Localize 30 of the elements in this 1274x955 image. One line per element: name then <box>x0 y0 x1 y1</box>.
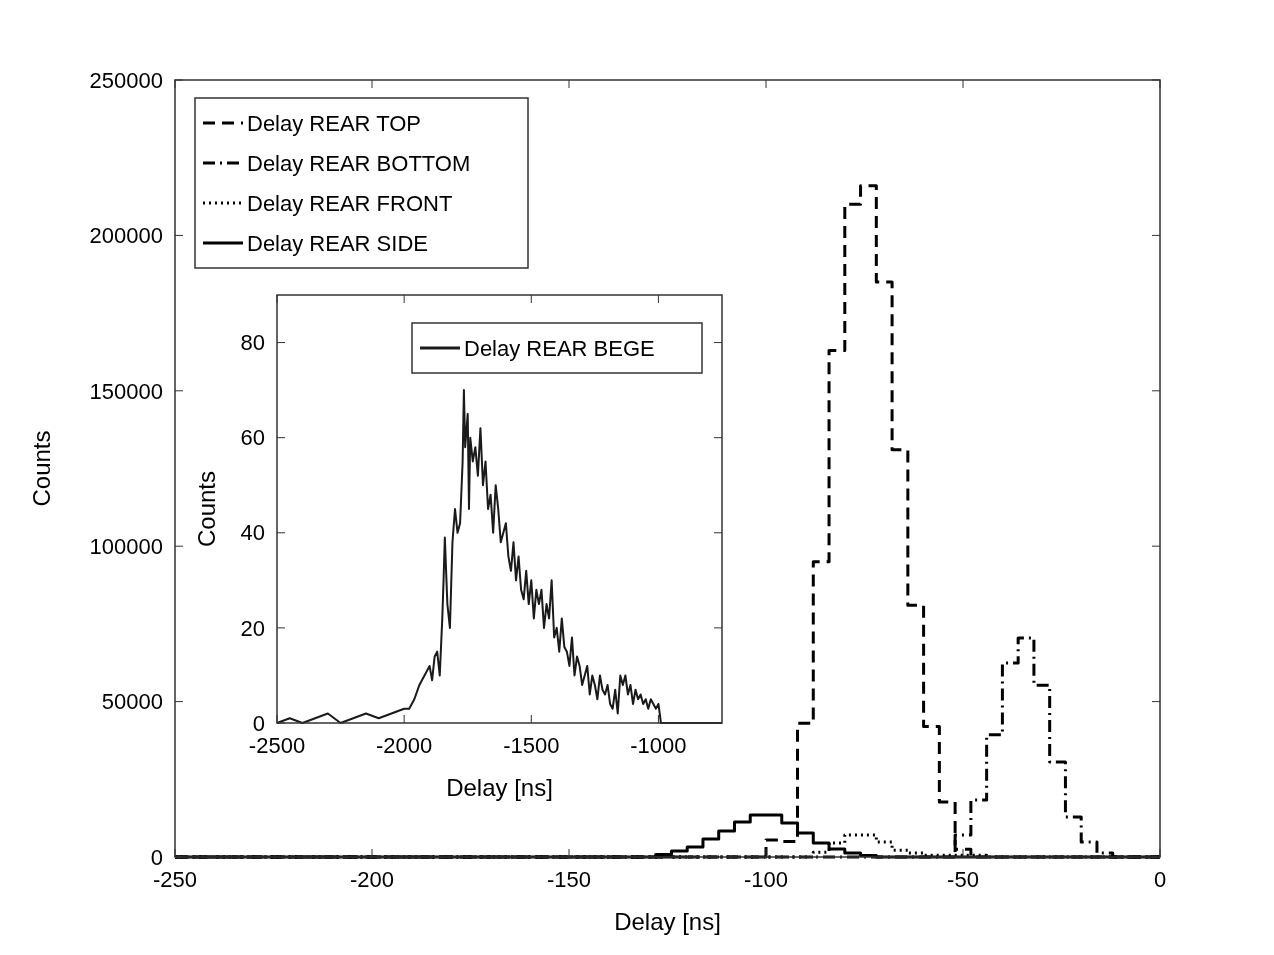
legend-label: Delay REAR BEGE <box>464 335 655 361</box>
x-tick-label: -2500 <box>248 733 306 758</box>
x-tick-label: -1000 <box>630 733 687 758</box>
legend-label: Delay REAR SIDE <box>247 230 428 256</box>
y-tick-label: 250000 <box>89 67 163 93</box>
x-tick-label: -100 <box>743 867 789 892</box>
legend-label: Delay REAR FRONT <box>247 190 453 216</box>
y-tick-label: 100000 <box>89 533 163 559</box>
y-axis-title: Counts <box>193 470 220 548</box>
x-tick-label: -2000 <box>376 733 433 758</box>
x-axis-title: Delay [ns] <box>446 774 553 801</box>
y-tick-label: 40 <box>240 520 265 546</box>
legend-label: Delay REAR BOTTOM <box>247 150 471 176</box>
y-tick-label: 150000 <box>89 378 163 404</box>
y-tick-label: 60 <box>240 425 265 451</box>
x-tick-label: -150 <box>546 867 592 892</box>
x-axis-title: Delay [ns] <box>614 908 721 935</box>
y-tick-label: 0 <box>150 844 163 870</box>
x-tick-label: -50 <box>947 867 979 892</box>
y-tick-label: 50000 <box>101 689 163 715</box>
legend-label: Delay REAR TOP <box>247 110 422 136</box>
x-tick-label: -250 <box>152 867 198 892</box>
x-tick-label: 0 <box>1153 867 1167 892</box>
y-tick-label: 80 <box>240 330 265 356</box>
y-tick-label: 20 <box>240 615 265 641</box>
y-axis-title: Counts <box>28 430 55 507</box>
x-tick-label: -200 <box>349 867 395 892</box>
y-tick-label: 0 <box>252 710 265 736</box>
y-tick-label: 200000 <box>89 223 163 249</box>
x-tick-label: -1500 <box>503 733 560 758</box>
